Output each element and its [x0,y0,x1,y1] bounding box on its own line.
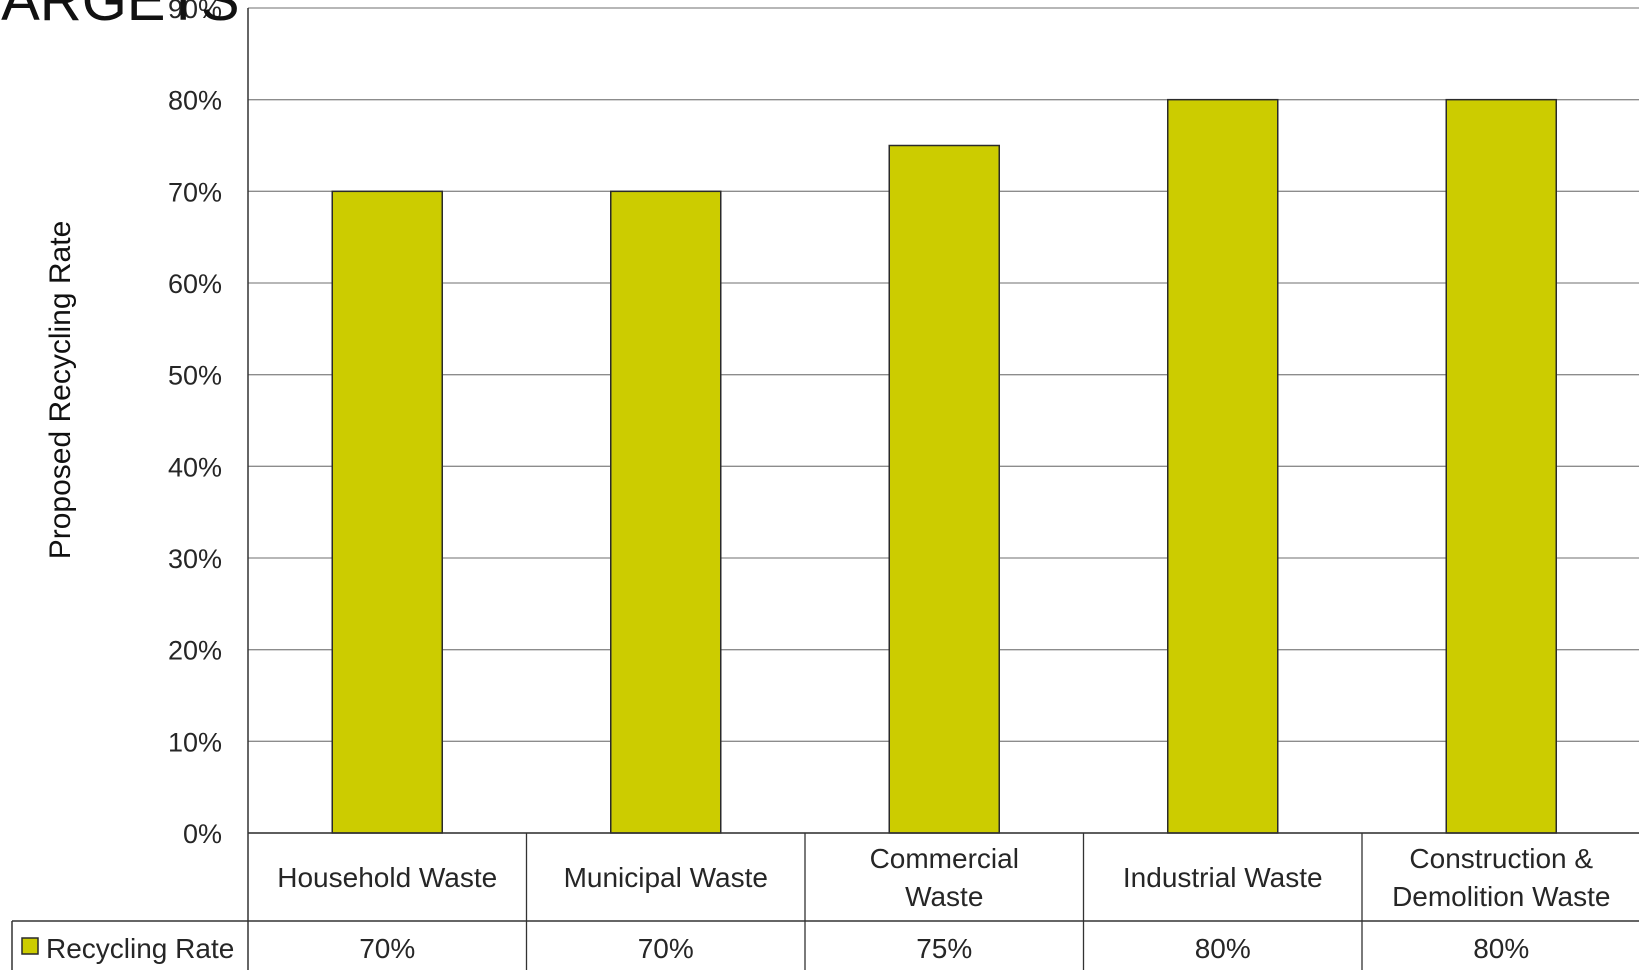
x-tick-label: Waste [905,881,983,912]
x-tick-label: Commercial [870,843,1019,874]
y-tick-label: 40% [168,452,222,482]
legend-swatch [21,937,39,955]
data-label: 80% [1473,933,1529,964]
data-table: Household Waste Municipal Waste Commercial… [11,833,1639,970]
y-tick-label: 80% [168,86,222,116]
bar [610,190,722,834]
y-axis-label: Proposed Recycling Rate [44,221,77,560]
y-tick-label: 70% [168,177,222,207]
bar [1167,98,1279,834]
y-tick-labels: 0% 10% 20% 30% 40% 50% 60% 70% 80% 90% [168,0,222,849]
chart-title: TARGETS [0,0,240,33]
y-tick-label: 0% [183,819,222,849]
y-tick-label: 10% [168,727,222,757]
x-tick-label: Construction & [1409,843,1593,874]
axes [247,8,1639,970]
data-label: 80% [1195,933,1251,964]
data-label: 70% [359,933,415,964]
x-tick-label: Demolition Waste [1392,881,1610,912]
legend-label: Recycling Rate [46,933,234,964]
bar [331,190,443,834]
x-tick-label: Industrial Waste [1123,862,1323,893]
y-tick-label: 20% [168,636,222,666]
data-label: 75% [916,933,972,964]
bar [1445,98,1557,834]
y-tick-label: 30% [168,544,222,574]
y-tick-label: 50% [168,361,222,391]
x-tick-label: Municipal Waste [564,862,768,893]
x-tick-label: Household Waste [277,862,497,893]
y-tick-label: 90% [168,0,222,24]
y-tick-label: 60% [168,269,222,299]
bar [888,144,1000,834]
data-label: 70% [638,933,694,964]
